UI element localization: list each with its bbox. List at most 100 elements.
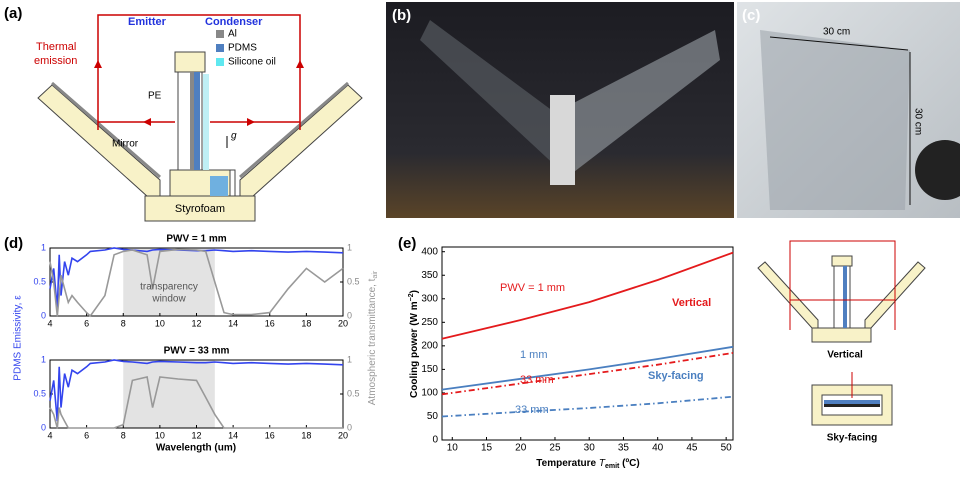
emission-path — [789, 240, 896, 330]
legend-label: Al — [228, 29, 237, 40]
y-tick-label: 0 — [41, 310, 46, 320]
condenser-label: Condenser — [205, 16, 263, 28]
series-label: 33 mm — [515, 404, 549, 416]
y-tick-label: 50 — [427, 411, 439, 422]
y-tick-label: 300 — [421, 293, 438, 304]
x-tick-label: 50 — [721, 443, 733, 454]
base — [811, 327, 872, 343]
mirror-label: Mirror — [112, 139, 139, 150]
annotation: window — [151, 294, 186, 305]
y-label-part: ) — [409, 290, 420, 293]
series-line — [49, 247, 344, 310]
legend-swatch — [216, 30, 224, 38]
mirror — [51, 81, 161, 179]
y-tick-label: 0 — [41, 422, 46, 432]
config-label: Sky-facing — [827, 433, 878, 444]
panel-label: (b) — [392, 7, 411, 24]
panel-f: Vertical Sky-facing — [757, 240, 926, 444]
x-tick-label: 10 — [155, 430, 165, 440]
photo-mirror — [560, 30, 720, 175]
y-tick-label: 350 — [421, 270, 438, 281]
panel-label: (a) — [4, 5, 22, 22]
x-tick-label: 20 — [515, 443, 527, 454]
x-label-part: T — [599, 458, 606, 469]
x-tick-label: 40 — [652, 443, 664, 454]
y2-tick-label: 0 — [347, 422, 352, 432]
panel-label: (e) — [398, 235, 416, 252]
y-axis-label: Cooling power (W m−2) — [408, 290, 420, 398]
x-tick-label: 25 — [549, 443, 561, 454]
scale-line — [769, 36, 909, 51]
x-tick-label: 20 — [338, 318, 348, 328]
trough-left — [757, 261, 819, 329]
panel-c: (c) 30 cm 30 cm — [737, 2, 960, 218]
x-tick-label: 12 — [191, 430, 201, 440]
photo-panel — [760, 30, 910, 210]
series-line — [441, 352, 734, 396]
wall — [229, 169, 236, 197]
legend-label: PDMS — [228, 43, 257, 54]
y-tick-label: 200 — [421, 340, 438, 351]
x-tick-label: 8 — [121, 430, 126, 440]
x-tick-label: 20 — [338, 430, 348, 440]
config-label: Vertical — [827, 350, 863, 361]
holder — [831, 255, 853, 267]
series-line — [441, 345, 734, 391]
x-tick-label: 16 — [265, 430, 275, 440]
chart-title: PWV = 1 mm — [166, 234, 226, 245]
plot-frame — [441, 246, 734, 441]
x-axis-label: Wavelength (um) — [156, 443, 236, 454]
y-tick-label: 250 — [421, 317, 438, 328]
x-label-part: Temperature — [536, 458, 599, 469]
thermal-label: Thermal — [36, 41, 76, 53]
series-label: 1 mm — [520, 349, 548, 361]
y-axis-label: PDMS Emissivity, ε — [13, 295, 24, 381]
y2-axis-label: Atmospheric transmittance, tair — [367, 270, 379, 405]
annotation: transparency — [140, 282, 198, 293]
x-label-part: emit — [605, 463, 620, 470]
series-line — [49, 359, 344, 422]
trough-right — [239, 84, 363, 198]
pe-label: PE — [148, 91, 162, 102]
legend-swatch — [216, 58, 224, 66]
thermal-label: emission — [34, 55, 77, 67]
x-tick-label: 30 — [584, 443, 596, 454]
x-tick-label: 10 — [447, 443, 459, 454]
legend-label: Silicone oil — [228, 57, 276, 68]
y-tick-label: 0.5 — [33, 276, 46, 286]
y-tick-label: 1 — [41, 242, 46, 252]
y-tick-label: 0 — [432, 435, 438, 446]
series-line — [49, 248, 344, 318]
panel-label: (d) — [4, 235, 23, 252]
x-tick-label: 18 — [301, 318, 311, 328]
x-tick-label: 6 — [84, 318, 89, 328]
x-label-part: (ºC) — [619, 458, 639, 469]
styrofoam-label: Styrofoam — [175, 203, 225, 215]
x-tick-label: 45 — [686, 443, 698, 454]
x-tick-label: 35 — [618, 443, 630, 454]
al-layer — [824, 404, 880, 407]
y-label-part: Cooling power (W m — [409, 301, 420, 398]
y-tick-label: 400 — [421, 246, 438, 257]
y2-tick-label: 1 — [347, 242, 352, 252]
condensate — [203, 74, 209, 170]
emitter — [833, 265, 851, 329]
scale-label: 30 cm — [823, 27, 850, 38]
x-tick-label: 15 — [481, 443, 493, 454]
x-tick-label: 16 — [265, 318, 275, 328]
oil-pool — [210, 176, 228, 196]
g-label: g — [231, 131, 237, 142]
pdms-layer — [824, 400, 880, 404]
y2-tick-label: 0.5 — [347, 388, 360, 398]
x-tick-label: 14 — [228, 318, 238, 328]
pdms-layer — [194, 72, 200, 170]
x-tick-label: 18 — [301, 430, 311, 440]
trough-left — [37, 84, 161, 198]
pdms-layer — [843, 266, 847, 328]
holder — [174, 51, 206, 73]
transparency-window — [123, 360, 215, 428]
y-tick-label: 100 — [421, 388, 438, 399]
y-tick-label: 0.5 — [33, 388, 46, 398]
y2-label-text: Atmospheric transmittance, t — [367, 278, 378, 405]
